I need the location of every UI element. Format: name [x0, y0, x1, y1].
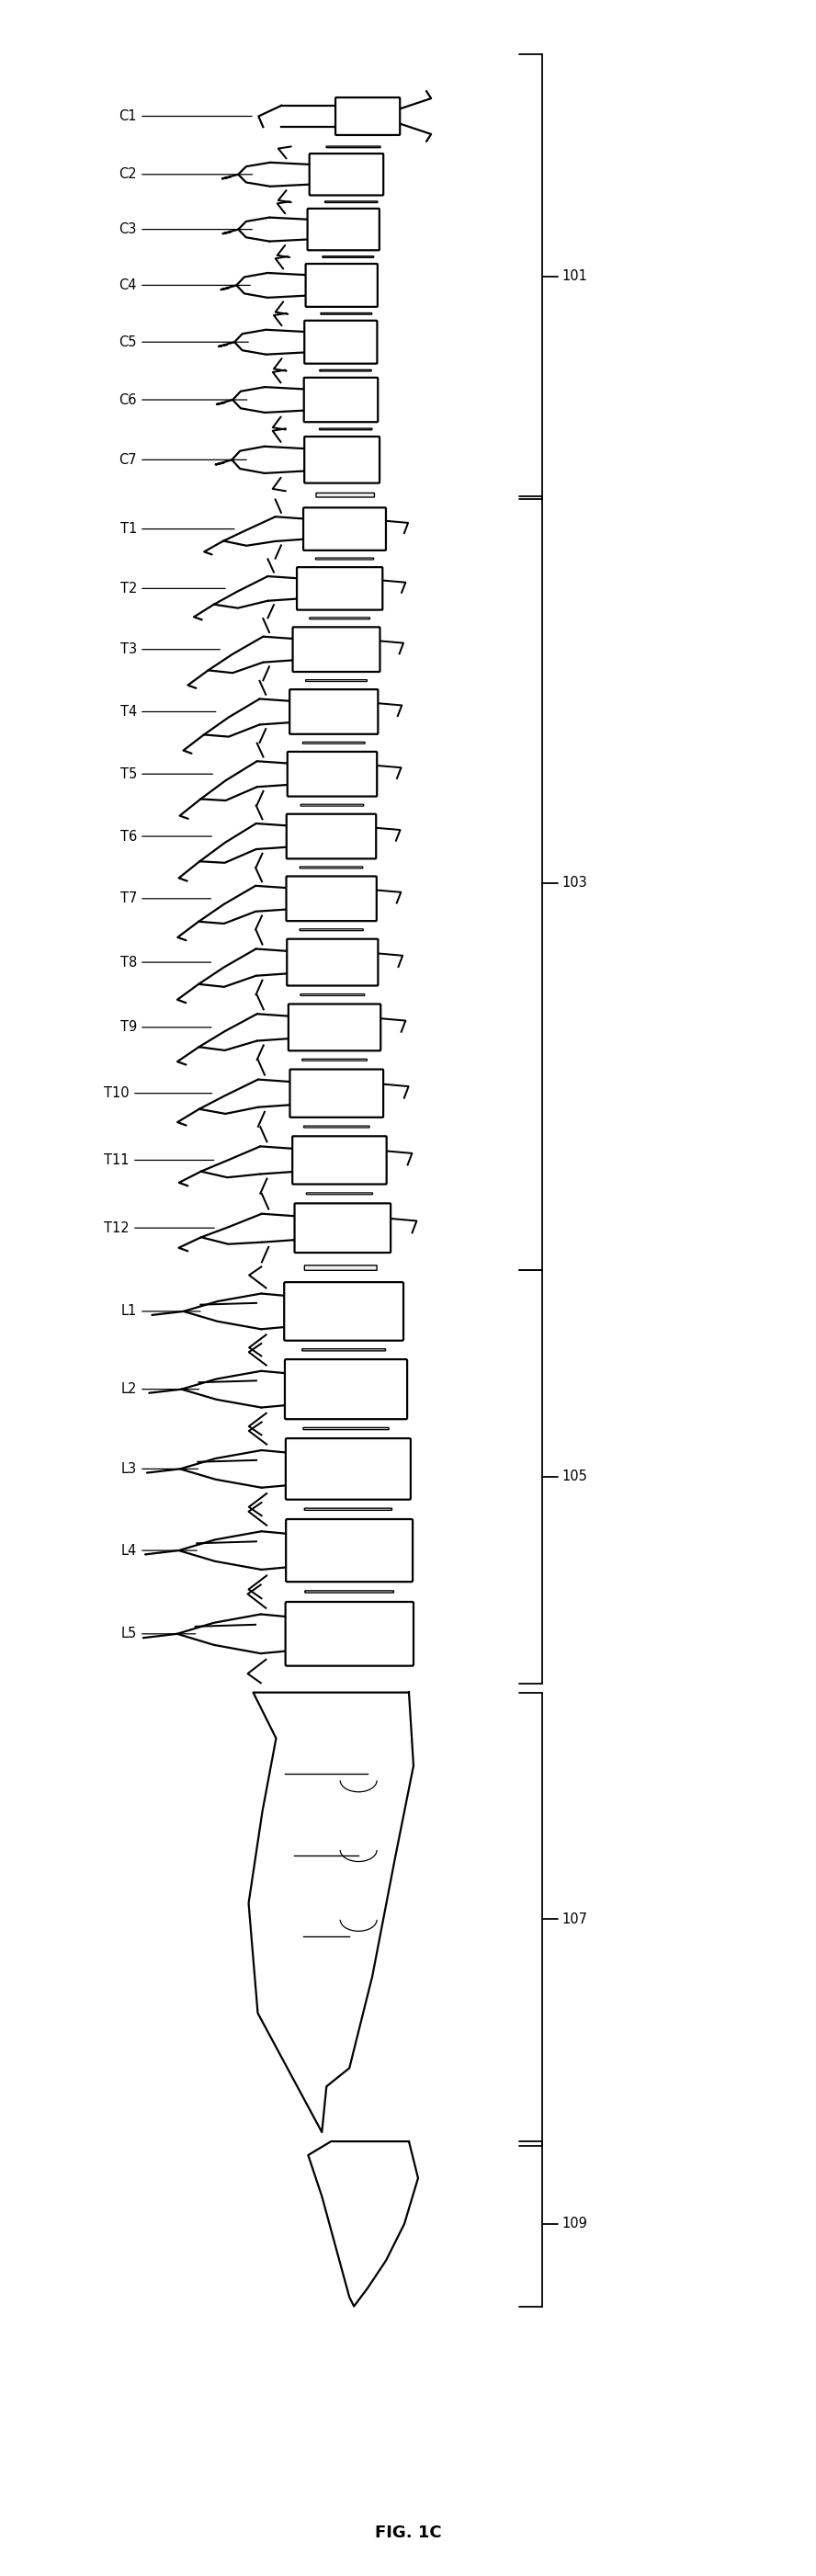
FancyBboxPatch shape: [284, 1283, 403, 1340]
Text: T4: T4: [120, 706, 137, 719]
FancyBboxPatch shape: [297, 567, 383, 611]
Text: T10: T10: [104, 1087, 130, 1100]
Text: L1: L1: [121, 1303, 137, 1319]
FancyBboxPatch shape: [290, 1069, 384, 1118]
Text: C6: C6: [119, 394, 137, 407]
FancyBboxPatch shape: [309, 155, 384, 196]
Text: T9: T9: [120, 1020, 137, 1033]
Text: 103: 103: [562, 876, 588, 889]
FancyBboxPatch shape: [304, 435, 379, 484]
FancyBboxPatch shape: [304, 507, 386, 551]
FancyBboxPatch shape: [304, 1265, 377, 1270]
Text: T7: T7: [120, 891, 137, 907]
Text: T5: T5: [120, 768, 137, 781]
Text: 105: 105: [562, 1471, 588, 1484]
FancyBboxPatch shape: [287, 940, 378, 987]
Text: 107: 107: [562, 1911, 588, 1927]
FancyBboxPatch shape: [304, 379, 378, 422]
FancyBboxPatch shape: [285, 1360, 407, 1419]
Text: L2: L2: [121, 1383, 137, 1396]
FancyBboxPatch shape: [316, 492, 375, 497]
Text: 109: 109: [562, 2218, 588, 2231]
Text: FIG. 1C: FIG. 1C: [375, 2524, 441, 2540]
Text: L3: L3: [121, 1463, 137, 1476]
FancyBboxPatch shape: [286, 1437, 410, 1499]
Text: T11: T11: [104, 1154, 130, 1167]
Text: C4: C4: [119, 278, 137, 291]
FancyBboxPatch shape: [288, 1005, 380, 1051]
FancyBboxPatch shape: [286, 1520, 413, 1582]
Text: C3: C3: [119, 222, 137, 237]
Text: T6: T6: [120, 829, 137, 842]
FancyBboxPatch shape: [293, 626, 380, 672]
FancyBboxPatch shape: [292, 1136, 387, 1185]
FancyBboxPatch shape: [306, 263, 378, 307]
Text: C7: C7: [119, 453, 137, 466]
Text: C1: C1: [119, 108, 137, 124]
Text: C2: C2: [119, 167, 137, 180]
FancyBboxPatch shape: [295, 1203, 391, 1252]
FancyBboxPatch shape: [286, 1602, 414, 1667]
Text: L5: L5: [121, 1628, 137, 1641]
Text: T8: T8: [120, 956, 137, 969]
Text: C5: C5: [119, 335, 137, 348]
FancyBboxPatch shape: [304, 319, 377, 363]
Text: T1: T1: [120, 523, 137, 536]
FancyBboxPatch shape: [286, 876, 376, 922]
Text: 101: 101: [562, 270, 588, 283]
FancyBboxPatch shape: [335, 98, 400, 134]
FancyBboxPatch shape: [286, 814, 376, 858]
Text: T12: T12: [104, 1221, 130, 1234]
FancyBboxPatch shape: [308, 209, 379, 250]
Text: L4: L4: [121, 1543, 137, 1558]
FancyBboxPatch shape: [287, 752, 377, 796]
FancyBboxPatch shape: [290, 690, 378, 734]
Text: T3: T3: [120, 641, 137, 657]
Text: T2: T2: [120, 582, 137, 595]
